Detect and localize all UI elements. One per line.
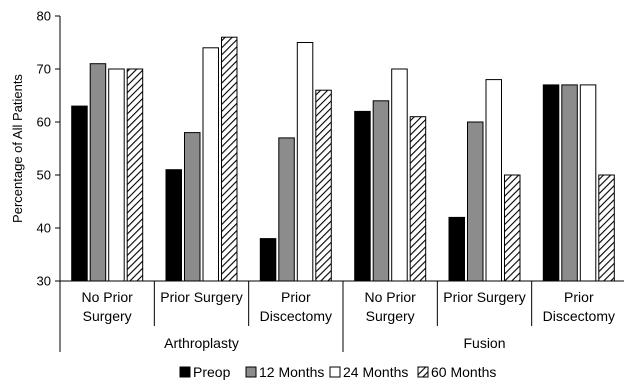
x-category-labels: No Prior Surgery Prior Surgery Prior Discect…	[81, 289, 615, 351]
bar	[202, 47, 219, 282]
bar	[259, 238, 277, 282]
y-tick-label: 50	[37, 168, 51, 183]
bar	[221, 36, 238, 282]
legend-label: 12 Months	[259, 364, 324, 380]
bar	[296, 42, 314, 282]
bar	[89, 63, 107, 282]
bars	[71, 36, 615, 282]
x-category-label: No Prior Surgery	[364, 289, 416, 324]
y-axis-title: Percentage of All Patients	[10, 74, 25, 223]
legend-label: 24 Months	[343, 364, 408, 380]
bar	[467, 121, 484, 282]
x-category-label: Prior Discectomy	[260, 289, 332, 324]
bar	[315, 89, 332, 282]
bar	[391, 68, 408, 282]
bar	[542, 84, 560, 282]
legend: Preop 12 Months 24 Months 60 Months	[179, 364, 496, 380]
bar	[184, 132, 201, 282]
y-tick-label: 80	[37, 9, 51, 24]
x-category-label: No Prior Surgery	[81, 289, 133, 324]
bar	[108, 68, 125, 282]
axes	[59, 16, 624, 352]
y-tick-label: 70	[37, 62, 51, 77]
legend-label: 60 Months	[431, 364, 496, 380]
bar	[409, 116, 427, 282]
bar	[561, 84, 578, 282]
legend-swatch	[329, 366, 341, 378]
bar	[579, 84, 597, 282]
x-category-label: Prior Surgery	[443, 289, 525, 305]
bar	[448, 216, 465, 282]
y-tick-label: 30	[37, 274, 51, 289]
bar	[485, 79, 502, 282]
bar	[598, 174, 615, 282]
bar	[126, 68, 144, 282]
y-tick-label: 60	[37, 115, 51, 130]
bar	[165, 169, 182, 282]
x-category-label: Prior Discectomy	[543, 289, 615, 324]
legend-swatch	[417, 366, 429, 378]
legend-label: Preop	[193, 364, 231, 380]
y-ticks: 30 40 50 60 70 80	[37, 9, 60, 289]
legend-swatch	[179, 366, 191, 378]
x-group-label: Fusion	[463, 335, 505, 351]
x-category-label: Prior Surgery	[160, 289, 242, 305]
bar	[354, 110, 371, 282]
bar	[372, 100, 390, 282]
bar	[71, 105, 88, 282]
legend-swatch	[245, 366, 257, 378]
bar	[504, 174, 521, 282]
x-group-label: Arthroplasty	[164, 335, 239, 351]
y-tick-label: 40	[37, 221, 51, 236]
bar	[278, 137, 295, 282]
